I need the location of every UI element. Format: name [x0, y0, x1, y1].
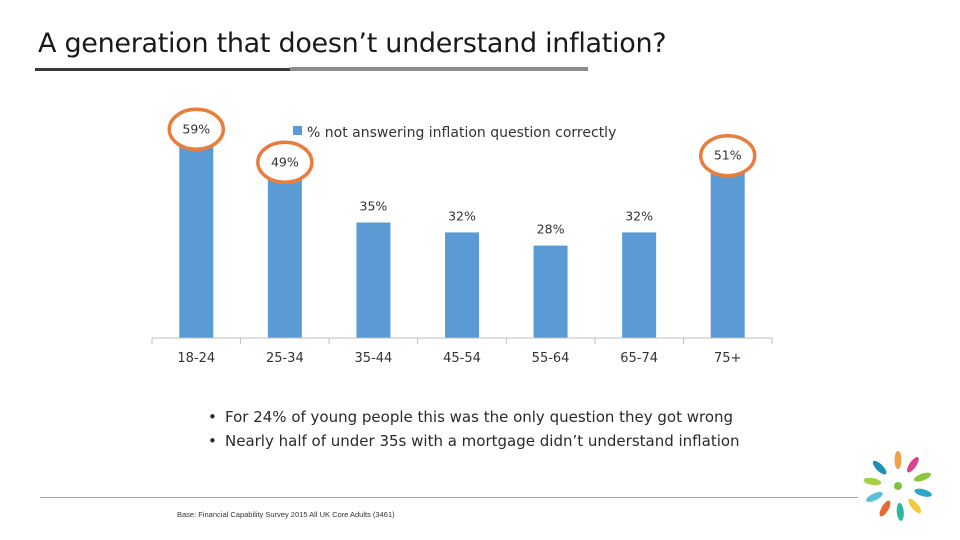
footer-divider	[40, 497, 858, 498]
value-label-18-24: 59%	[182, 121, 210, 136]
value-label-65-74: 32%	[625, 208, 653, 223]
value-label-55-64: 28%	[537, 222, 565, 237]
bullet-marker: •	[208, 432, 217, 450]
value-label-25-34: 49%	[271, 154, 299, 169]
bar-75+	[710, 169, 745, 338]
title-underline-dark	[35, 68, 290, 71]
bar-35-44	[356, 222, 391, 338]
highlight-circle-18-24	[167, 107, 226, 152]
bar-65-74	[622, 232, 657, 338]
category-label-65-74: 65-74	[620, 351, 658, 366]
category-label-25-34: 25-34	[266, 351, 304, 366]
pinwheel-logo-icon	[863, 451, 932, 521]
category-label-18-24: 18-24	[177, 351, 215, 366]
title-underline-grey	[290, 67, 588, 71]
category-label-45-54: 45-54	[443, 351, 481, 366]
bar-55-64	[533, 245, 568, 338]
slide-title: A generation that doesn’t understand inf…	[38, 28, 667, 59]
legend-label: % not answering inflation question corre…	[307, 125, 616, 141]
value-label-75+: 51%	[714, 148, 742, 163]
bullet-text: For 24% of young people this was the onl…	[225, 408, 734, 426]
bullet-text: Nearly half of under 35s with a mortgage…	[225, 432, 740, 450]
base-note: Base: Financial Capability Survey 2015 A…	[177, 510, 395, 519]
highlight-circle-75+	[698, 133, 757, 178]
category-label-55-64: 55-64	[532, 351, 570, 366]
bullet-item: • For 24% of young people this was the on…	[208, 405, 740, 429]
highlight-circle-25-34	[256, 140, 314, 185]
bar-25-34	[267, 176, 302, 338]
bullet-list: • For 24% of young people this was the on…	[208, 405, 740, 453]
category-label-75+: 75+	[714, 351, 741, 366]
value-label-45-54: 32%	[448, 208, 476, 223]
category-label-35-44: 35-44	[355, 351, 393, 366]
chart-legend: % not answering inflation question corre…	[293, 125, 616, 141]
bullet-marker: •	[208, 408, 217, 426]
bar-45-54	[445, 232, 479, 338]
bullet-item: • Nearly half of under 35s with a mortgag…	[208, 429, 740, 453]
value-label-35-44: 35%	[360, 199, 388, 214]
bar-18-24	[179, 143, 214, 338]
legend-swatch	[293, 126, 302, 135]
